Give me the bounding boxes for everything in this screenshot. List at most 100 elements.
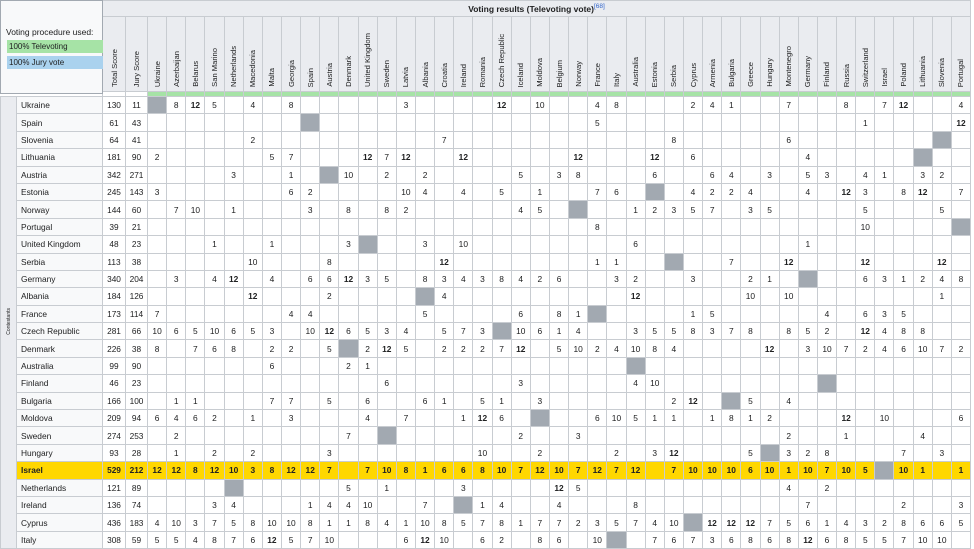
voter-link[interactable]: Albania [420, 61, 430, 87]
voter-link[interactable]: Portugal [956, 58, 966, 87]
voter-link[interactable]: Netherlands [229, 46, 239, 87]
contestant-name[interactable]: Slovenia [16, 130, 103, 150]
contestant-name[interactable]: Spain [16, 113, 103, 132]
vote-cell: 4 [721, 165, 742, 184]
contestant-name[interactable]: Austria [16, 165, 103, 184]
contestant-name[interactable]: Czech Republic [16, 322, 103, 341]
voter-link[interactable]: Estonia [650, 61, 660, 87]
contestant-name[interactable]: Albania [16, 287, 103, 306]
voter-link[interactable]: Poland [899, 63, 909, 87]
voter-link[interactable]: Australia [631, 57, 641, 87]
vote-cell [242, 165, 263, 184]
vote-cell [434, 356, 455, 376]
voter-link[interactable]: France [592, 63, 602, 87]
voter-link[interactable]: Azerbaijan [171, 51, 181, 87]
voter-link[interactable]: Belarus [190, 61, 200, 87]
contestant-name[interactable]: Finland [16, 374, 103, 393]
voter-link[interactable]: Austria [324, 63, 334, 87]
contestant-name[interactable]: Serbia [16, 252, 103, 271]
total-score: 209 [102, 409, 126, 428]
vote-cell: 2 [357, 339, 378, 358]
voter-link[interactable]: Montenegro [784, 46, 794, 87]
contestant-name[interactable]: Portugal [16, 217, 103, 237]
voter-link[interactable]: Germany [803, 55, 813, 87]
contestant-name[interactable]: Sweden [16, 426, 103, 445]
vote-cell: 2 [663, 391, 684, 411]
voter-link[interactable]: Slovenia [937, 57, 947, 87]
voter-link[interactable]: Denmark [343, 56, 353, 87]
voter-link[interactable]: Lithuania [918, 56, 928, 87]
voter-link[interactable]: Latvia [401, 66, 411, 87]
televoting-strip [702, 91, 723, 97]
vote-cell [816, 182, 838, 202]
contestant-name[interactable]: Moldova [16, 409, 103, 428]
voter-link[interactable]: Israel [879, 68, 889, 87]
contestant-name[interactable]: United Kingdom [16, 235, 103, 254]
vote-cell [414, 443, 436, 463]
voter-link[interactable]: Iceland [516, 62, 526, 88]
voter-link[interactable]: Moldova [535, 58, 545, 87]
voter-link[interactable]: Hungary [765, 58, 775, 87]
voter-link[interactable]: Belgium [554, 59, 564, 87]
voter-link[interactable]: Ukraine [152, 60, 162, 87]
vote-cell [146, 235, 168, 254]
vote-cell [395, 130, 416, 150]
voter-link[interactable]: San Marino [209, 48, 219, 87]
voter-link[interactable]: Ireland [458, 63, 468, 87]
voter-link[interactable]: Switzerland [860, 47, 870, 87]
contestant-name[interactable]: Hungary [16, 443, 103, 463]
contestant-name[interactable]: Israel [16, 461, 103, 480]
vote-cell: 1 [721, 95, 742, 115]
table-reference[interactable]: [68] [593, 3, 605, 11]
vote-cell: 5 [357, 322, 378, 341]
voter-link[interactable]: Croatia [439, 62, 449, 87]
contestant-name[interactable]: Norway [16, 200, 103, 219]
vote-cell [759, 391, 780, 411]
contestant-name[interactable]: Australia [16, 356, 103, 376]
contestant-name[interactable]: Italy [16, 530, 103, 549]
contestant-name[interactable]: Bulgaria [16, 391, 103, 411]
contestant-name[interactable]: Ukraine [16, 95, 103, 115]
vote-cell: 6 [721, 530, 742, 549]
vote-cell: 5 [319, 391, 340, 411]
voter-link[interactable]: Italy [611, 73, 621, 87]
voter-link[interactable]: Russia [841, 63, 851, 87]
vote-cell [185, 478, 206, 497]
contestant-name[interactable]: Cyprus [16, 513, 103, 532]
contestant-name[interactable]: Denmark [16, 339, 103, 358]
voter-link[interactable]: Cyprus [688, 62, 698, 87]
contestant-name[interactable]: Estonia [16, 182, 103, 202]
voter-link[interactable]: Sweden [382, 59, 392, 87]
vote-cell: 1 [548, 322, 570, 341]
contestant-name[interactable]: France [16, 304, 103, 324]
voter-link[interactable]: Greece [745, 62, 755, 87]
vote-cell: 10 [874, 409, 895, 428]
vote-cell [855, 426, 876, 445]
vote-cell [510, 113, 531, 132]
contestant-name[interactable]: Ireland [16, 495, 103, 515]
voter-link[interactable]: Serbia [669, 65, 679, 87]
vote-cell [912, 409, 933, 428]
vote-cell [644, 252, 665, 271]
contestant-name[interactable]: Germany [16, 269, 103, 289]
contestant-name[interactable]: Netherlands [16, 478, 103, 497]
voter-link[interactable]: Czech Republic [497, 33, 507, 87]
voter-link[interactable]: United Kingdom [363, 32, 373, 87]
voter-link[interactable]: Malta [267, 68, 277, 87]
vote-cell [836, 200, 857, 219]
voter-link[interactable]: Romania [477, 56, 487, 87]
vote-cell [548, 287, 570, 306]
vote-cell [261, 217, 282, 237]
voter-link[interactable]: Spain [305, 67, 315, 87]
vote-cell [912, 113, 933, 132]
vote-cell [836, 322, 857, 341]
voter-link[interactable]: Finland [822, 62, 832, 87]
voter-link[interactable]: Macedonia [248, 49, 258, 87]
voter-link[interactable]: Bulgaria [726, 59, 736, 87]
vote-cell [548, 252, 570, 271]
vote-cell [146, 217, 168, 237]
contestant-name[interactable]: Lithuania [16, 148, 103, 167]
voter-link[interactable]: Georgia [286, 59, 296, 87]
voter-link[interactable]: Norway [573, 61, 583, 87]
voter-link[interactable]: Armenia [707, 58, 717, 87]
